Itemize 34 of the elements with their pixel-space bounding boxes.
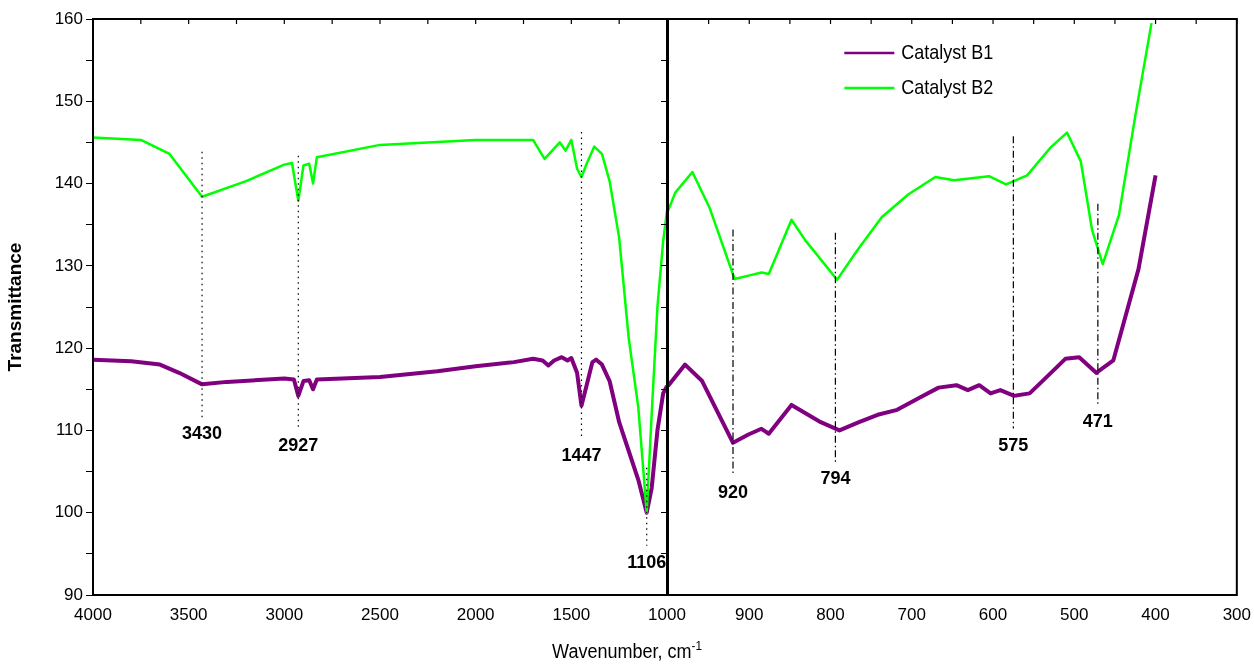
y-tick-label: 140 [54,173,83,193]
ref-line-label: 471 [1082,410,1113,431]
y-tick-label: 160 [54,8,83,28]
x-tick-label: 1000 [648,604,686,624]
x-tick-label: 900 [735,604,764,624]
x-tick-label: 800 [816,604,845,624]
x-tick-label: 2000 [456,604,495,624]
x-tick-label: 300 [1222,604,1252,624]
ref-line-label: 3430 [182,423,223,444]
x-tick-label: 3000 [265,604,304,624]
ref-line-label: 1447 [561,444,602,465]
y-tick-label: 150 [54,90,83,110]
x-tick-label: 700 [897,604,926,624]
x-tick-label: 600 [978,604,1008,624]
ref-line-label: 1106 [627,551,667,572]
x-tick-label: 1500 [552,604,591,624]
y-tick-label: 130 [54,255,83,275]
y-axis-title: Transmittance [3,242,25,372]
ref-line-label: 794 [820,467,851,488]
x-tick-label: 4000 [74,604,112,624]
ref-line-label: 920 [717,481,749,502]
x-axis-title: Wavenumber, cm$^{-1}$ [551,638,703,663]
y-tick-label: 100 [54,502,83,522]
x-tick-label: 2500 [361,604,399,624]
ref-line-label: 575 [998,434,1029,455]
legend-label: Catalyst B2 [901,75,994,98]
x-tick-label: 3500 [169,604,208,624]
y-tick-label: 110 [55,420,83,440]
x-tick-label: 400 [1141,604,1170,624]
y-tick-label: 120 [54,337,83,357]
ref-line-label: 2927 [278,434,319,455]
x-tick-label: 500 [1060,604,1089,624]
legend-label: Catalyst B1 [901,40,994,63]
y-tick-label: 90 [64,584,83,604]
